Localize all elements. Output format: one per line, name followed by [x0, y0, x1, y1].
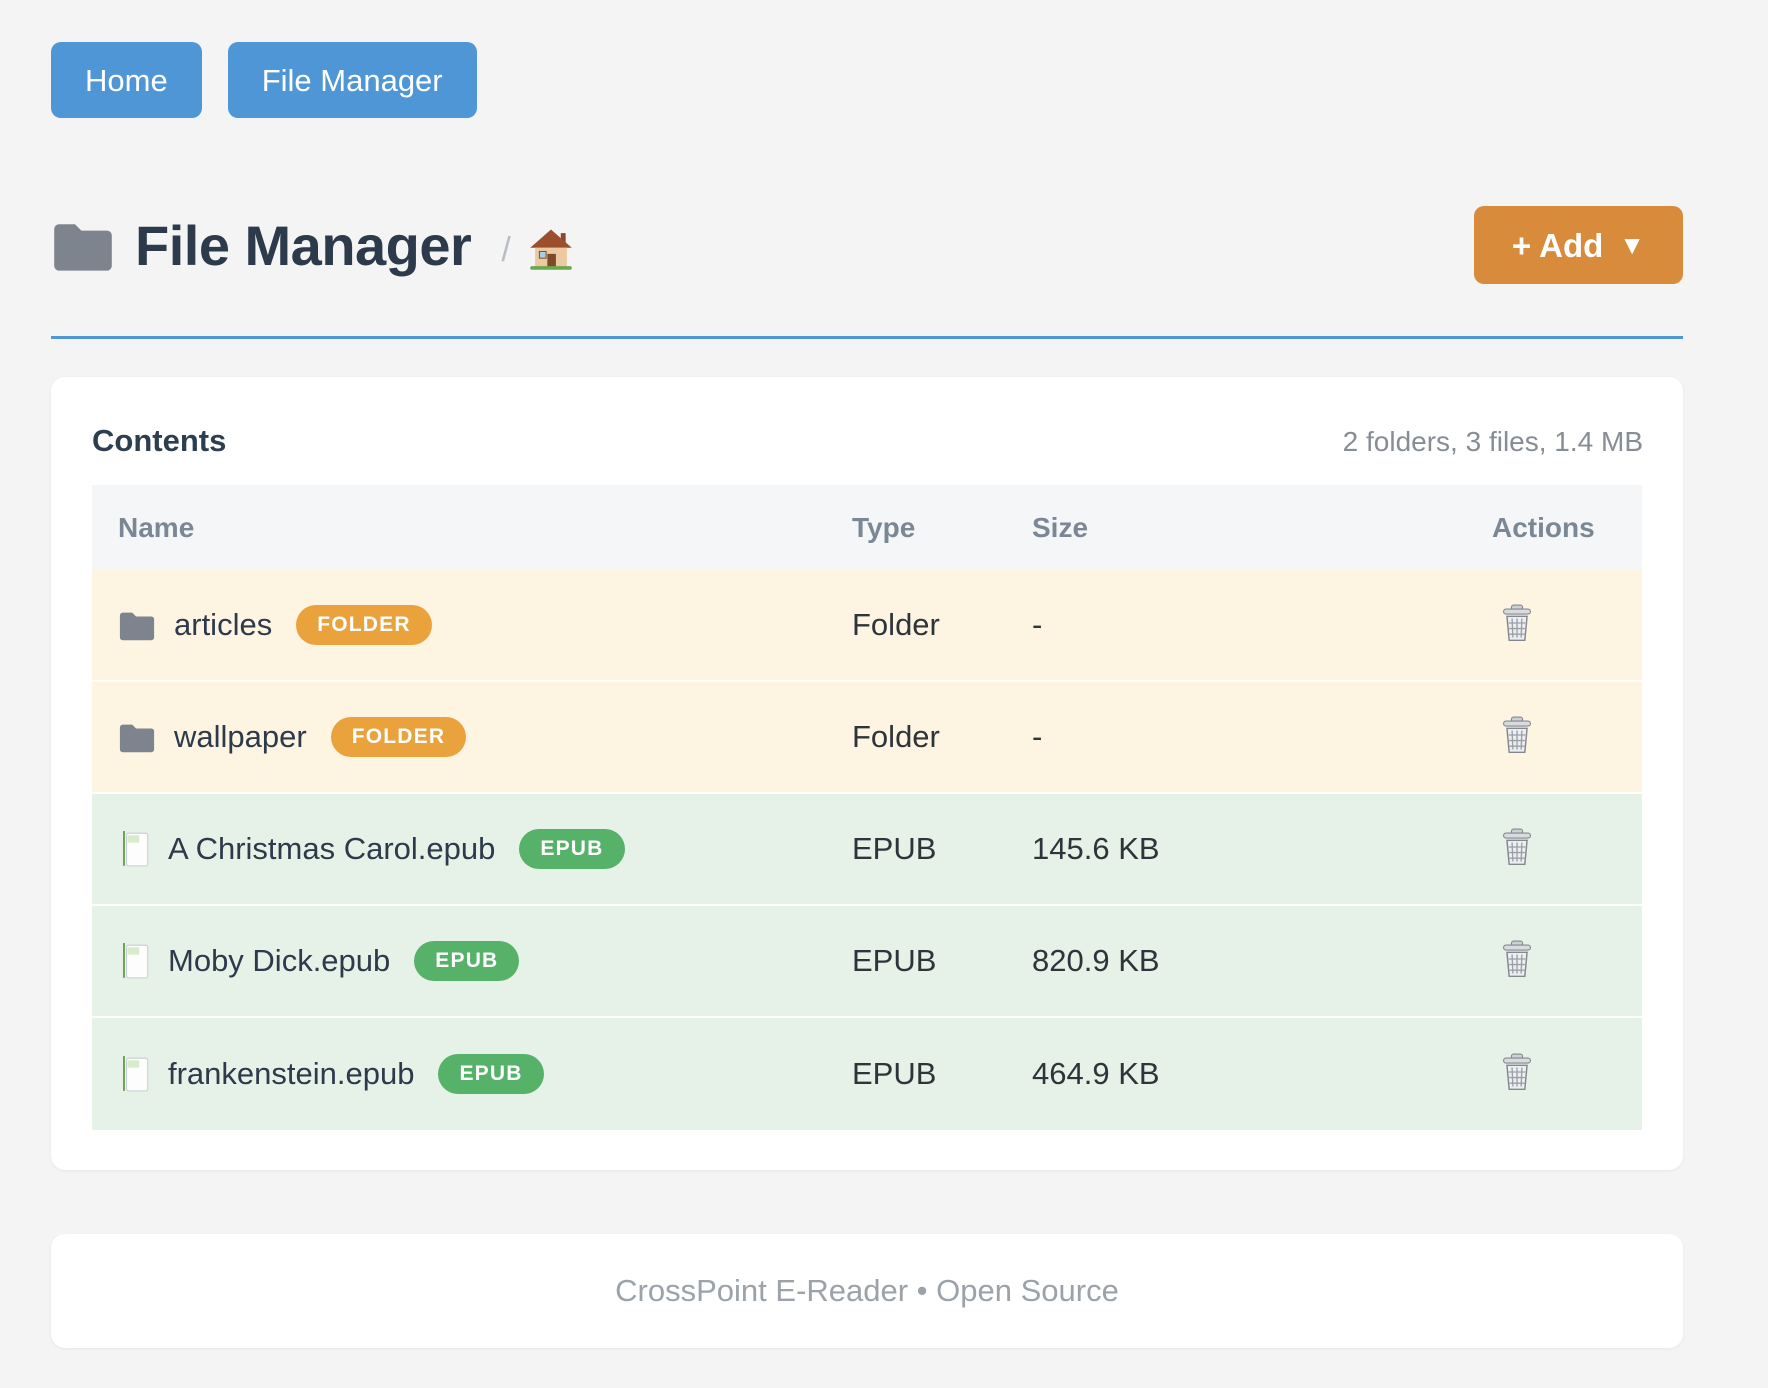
- name-cell: wallpaper FOLDER: [92, 717, 852, 757]
- file-name-link[interactable]: wallpaper: [174, 719, 307, 754]
- file-table: Name Type Size Actions articles FOLDER F…: [92, 485, 1642, 1130]
- accent-divider: [51, 336, 1683, 339]
- type-cell: Folder: [852, 719, 940, 754]
- actions-cell: [1402, 940, 1642, 983]
- actions-cell: [1402, 716, 1642, 759]
- table-row-christmas-carol[interactable]: A Christmas Carol.epub EPUB EPUB 145.6 K…: [92, 794, 1642, 906]
- epub-badge: EPUB: [519, 829, 625, 869]
- delete-button[interactable]: [1500, 828, 1534, 866]
- type-cell: Folder: [852, 607, 940, 642]
- size-cell: 464.9 KB: [1032, 1056, 1160, 1091]
- name-cell: frankenstein.epub EPUB: [92, 1054, 852, 1094]
- add-button[interactable]: + Add ▼: [1473, 206, 1683, 284]
- page-header: File Manager / + Add ▼: [51, 204, 1683, 286]
- epub-badge: EPUB: [414, 941, 520, 981]
- house-icon[interactable]: [529, 228, 573, 270]
- actions-cell: [1402, 604, 1642, 647]
- breadcrumb-separator: /: [501, 230, 511, 269]
- contents-card: Contents 2 folders, 3 files, 1.4 MB Name…: [51, 377, 1683, 1170]
- caret-down-icon: ▼: [1619, 230, 1645, 260]
- file-name-link[interactable]: A Christmas Carol.epub: [168, 831, 496, 866]
- folder-icon: [118, 720, 156, 754]
- type-cell: EPUB: [852, 943, 937, 978]
- file-manager-page: Home File Manager File Manager / + Add ▼…: [51, 0, 1683, 1388]
- table-row-frankenstein[interactable]: frankenstein.epub EPUB EPUB 464.9 KB: [92, 1018, 1642, 1130]
- contents-title: Contents: [92, 423, 227, 458]
- folder-icon: [118, 608, 156, 642]
- delete-button[interactable]: [1500, 716, 1534, 754]
- folder-icon: [51, 217, 115, 273]
- page-title: File Manager: [135, 213, 472, 277]
- column-header-name: Name: [118, 511, 195, 543]
- size-cell: 820.9 KB: [1032, 943, 1160, 978]
- table-row-moby-dick[interactable]: Moby Dick.epub EPUB EPUB 820.9 KB: [92, 906, 1642, 1018]
- size-cell: 145.6 KB: [1032, 831, 1160, 866]
- nav-home-button[interactable]: Home: [51, 42, 202, 118]
- file-name-link[interactable]: frankenstein.epub: [168, 1056, 415, 1091]
- footer-text: CrossPoint E-Reader • Open Source: [615, 1273, 1119, 1308]
- green-book-icon: [118, 830, 150, 868]
- green-book-icon: [118, 1055, 150, 1093]
- footer-card: CrossPoint E-Reader • Open Source: [51, 1234, 1683, 1348]
- actions-cell: [1402, 828, 1642, 871]
- type-cell: EPUB: [852, 831, 937, 866]
- column-header-actions: Actions: [1492, 511, 1595, 543]
- table-row-wallpaper[interactable]: wallpaper FOLDER Folder -: [92, 682, 1642, 794]
- column-header-type: Type: [852, 511, 916, 543]
- folder-badge: FOLDER: [296, 605, 432, 645]
- name-cell: A Christmas Carol.epub EPUB: [92, 829, 852, 869]
- contents-summary: 2 folders, 3 files, 1.4 MB: [1342, 426, 1643, 457]
- table-header-row: Name Type Size Actions: [92, 485, 1642, 570]
- contents-card-header: Contents 2 folders, 3 files, 1.4 MB: [92, 423, 1643, 459]
- name-cell: articles FOLDER: [92, 605, 852, 645]
- add-button-label: + Add: [1511, 226, 1604, 264]
- delete-button[interactable]: [1500, 604, 1534, 642]
- table-row-articles[interactable]: articles FOLDER Folder -: [92, 570, 1642, 682]
- delete-button[interactable]: [1500, 1053, 1534, 1091]
- delete-button[interactable]: [1500, 940, 1534, 978]
- size-cell: -: [1032, 607, 1043, 642]
- name-cell: Moby Dick.epub EPUB: [92, 941, 852, 981]
- column-header-size: Size: [1032, 511, 1089, 543]
- type-cell: EPUB: [852, 1056, 937, 1091]
- title-wrap: File Manager /: [51, 213, 573, 278]
- green-book-icon: [118, 942, 150, 980]
- epub-badge: EPUB: [438, 1054, 544, 1094]
- actions-cell: [1402, 1053, 1642, 1096]
- top-nav: Home File Manager: [51, 42, 1683, 118]
- nav-file-manager-button[interactable]: File Manager: [227, 42, 477, 118]
- folder-badge: FOLDER: [330, 717, 467, 757]
- size-cell: -: [1032, 719, 1043, 754]
- file-name-link[interactable]: Moby Dick.epub: [168, 943, 391, 978]
- file-name-link[interactable]: articles: [174, 607, 273, 642]
